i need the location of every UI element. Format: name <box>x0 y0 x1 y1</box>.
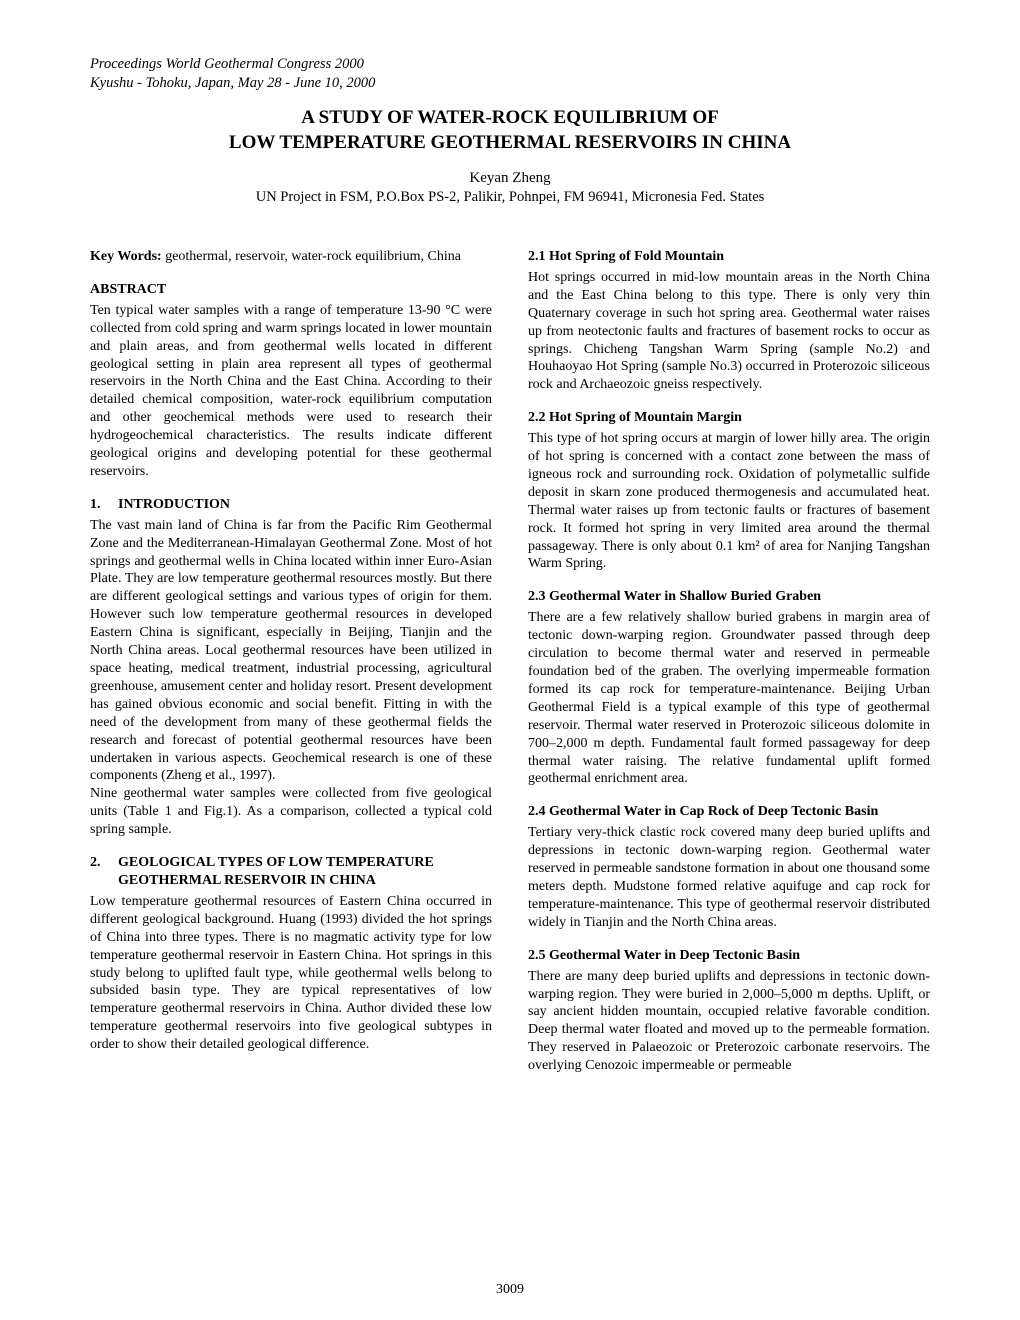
keywords-text: geothermal, reservoir, water-rock equili… <box>162 249 461 264</box>
section-1-title: INTRODUCTION <box>118 496 230 514</box>
section-2-1-heading: 2.1 Hot Spring of Fold Mountain <box>528 248 930 266</box>
section-2-1-text: Hot springs occurred in mid-low mountain… <box>528 269 930 394</box>
section-2-3-heading: 2.3 Geothermal Water in Shallow Buried G… <box>528 588 930 606</box>
two-column-body: Key Words: geothermal, reservoir, water-… <box>90 248 930 1075</box>
section-2-2-heading: 2.2 Hot Spring of Mountain Margin <box>528 409 930 427</box>
left-column: Key Words: geothermal, reservoir, water-… <box>90 248 492 1075</box>
section-1-p2: Nine geothermal water samples were colle… <box>90 785 492 839</box>
right-column: 2.1 Hot Spring of Fold Mountain Hot spri… <box>528 248 930 1075</box>
header-line-2: Kyushu - Tohoku, Japan, May 28 - June 10… <box>90 74 930 93</box>
header-line-1: Proceedings World Geothermal Congress 20… <box>90 55 930 74</box>
section-2-num: 2. <box>90 854 118 890</box>
section-2-5-text: There are many deep buried uplifts and d… <box>528 968 930 1075</box>
section-2-5-heading: 2.5 Geothermal Water in Deep Tectonic Ba… <box>528 947 930 965</box>
proceedings-header: Proceedings World Geothermal Congress 20… <box>90 55 930 93</box>
section-2-p1: Low temperature geothermal resources of … <box>90 893 492 1054</box>
title-block: A STUDY OF WATER-ROCK EQUILIBRIUM OF LOW… <box>90 105 930 206</box>
abstract-heading: ABSTRACT <box>90 281 492 299</box>
section-2-heading: 2. GEOLOGICAL TYPES OF LOW TEMPERATURE G… <box>90 854 492 890</box>
section-2-title: GEOLOGICAL TYPES OF LOW TEMPERATURE GEOT… <box>118 854 492 890</box>
section-1-heading: 1. INTRODUCTION <box>90 496 492 514</box>
section-2-3-text: There are a few relatively shallow burie… <box>528 609 930 788</box>
abstract-text: Ten typical water samples with a range o… <box>90 302 492 481</box>
author-affiliation: UN Project in FSM, P.O.Box PS-2, Palikir… <box>90 189 930 206</box>
paper-title-line-1: A STUDY OF WATER-ROCK EQUILIBRIUM OF <box>90 105 930 131</box>
section-2-4-heading: 2.4 Geothermal Water in Cap Rock of Deep… <box>528 803 930 821</box>
section-2-2-text: This type of hot spring occurs at margin… <box>528 430 930 573</box>
section-2-4-text: Tertiary very-thick clastic rock covered… <box>528 824 930 931</box>
paper-title-line-2: LOW TEMPERATURE GEOTHERMAL RESERVOIRS IN… <box>90 130 930 156</box>
page-number: 3009 <box>0 1282 1020 1298</box>
keywords-label: Key Words: <box>90 249 162 264</box>
keywords-block: Key Words: geothermal, reservoir, water-… <box>90 248 492 266</box>
section-1-p1: The vast main land of China is far from … <box>90 517 492 786</box>
section-1-num: 1. <box>90 496 118 514</box>
author-name: Keyan Zheng <box>90 170 930 187</box>
